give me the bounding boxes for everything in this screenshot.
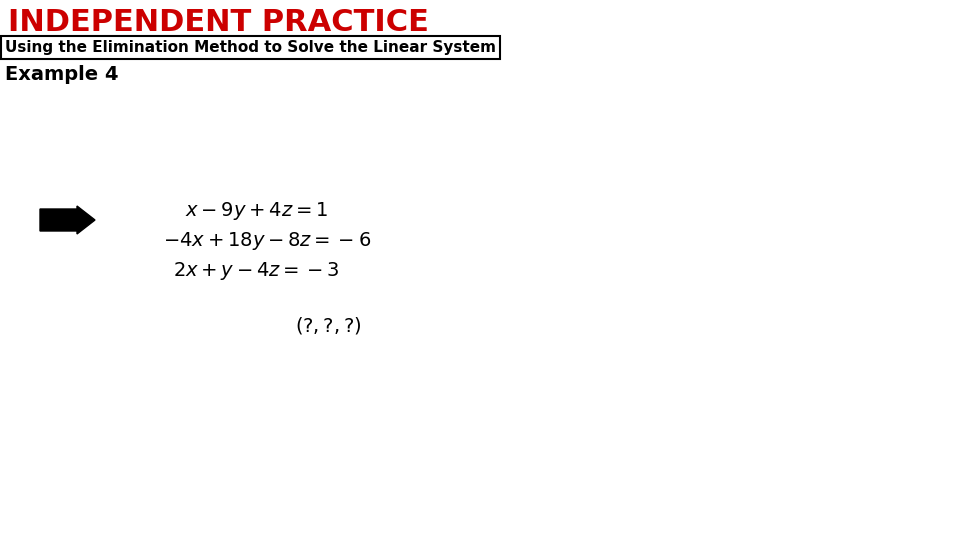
Text: $x-9y+4z=1$: $x-9y+4z=1$ [185,200,328,222]
FancyArrow shape [40,206,95,234]
Text: Using the Elimination Method to Solve the Linear System: Using the Elimination Method to Solve th… [5,40,496,55]
Text: Example 4: Example 4 [5,65,118,84]
Text: $(?,?,?)$: $(?,?,?)$ [295,315,362,336]
Text: $2x+y-4z=-3$: $2x+y-4z=-3$ [173,260,340,282]
Text: $-4x+18y-8z=-6$: $-4x+18y-8z=-6$ [163,230,372,252]
Text: INDEPENDENT PRACTICE: INDEPENDENT PRACTICE [8,8,429,37]
